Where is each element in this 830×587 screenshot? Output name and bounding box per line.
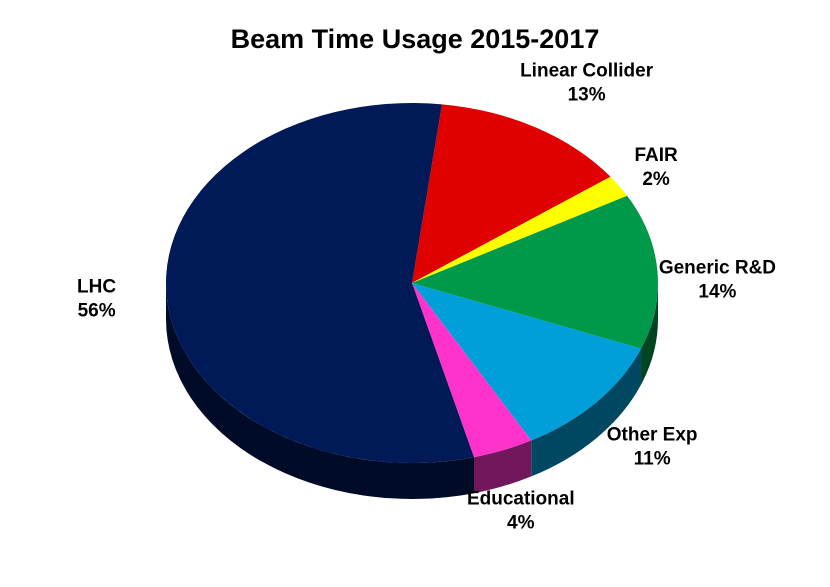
pie-slice-linear-collider [412,104,611,283]
pie-slice-fair [412,176,628,283]
slice-label-educational: Educational [467,489,575,510]
slice-value-generic-r-d: 14% [698,282,736,303]
slice-label-other-exp: Other Exp [607,425,698,446]
pie-side-generic-r-d [641,283,658,385]
pie-labels: Linear Collider 13% FAIR 2% Generic R&D 14% Ot… [77,60,776,533]
pie-side-educational [474,440,532,494]
slice-value-lhc: 56% [78,300,116,321]
pie-slice-lhc [165,103,475,463]
slice-label-linear-collider: Linear Collider [520,60,654,81]
pie-slices [165,103,658,463]
slice-value-other-exp: 11% [634,449,671,470]
slice-label-generic-r-d: Generic R&D [659,258,776,279]
slice-value-linear-collider: 13% [568,84,606,105]
pie-side-other-exp [531,348,642,477]
slice-label-fair: FAIR [634,145,678,166]
pie-side-walls [165,283,658,499]
slice-value-educational: 4% [507,513,535,534]
chart-title: Beam Time Usage 2015-2017 [230,24,600,54]
pie-slice-educational [412,283,532,458]
slice-label-lhc: LHC [77,276,116,297]
slice-value-fair: 2% [642,169,670,190]
pie-slice-other-exp [412,283,642,441]
pie-slice-generic-r-d [412,195,658,349]
pie-side-lhc [165,283,475,499]
